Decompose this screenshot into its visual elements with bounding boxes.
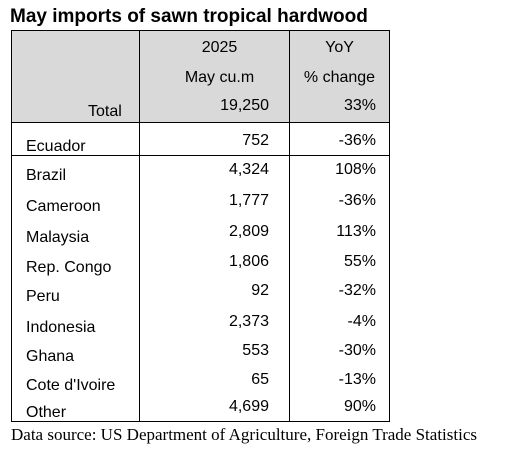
- table-header: [12, 31, 389, 123]
- row-change: 113%: [336, 223, 376, 240]
- row-volume: 1,806: [228, 253, 269, 270]
- row-country: Rep. Congo: [26, 259, 112, 276]
- row-country: Ghana: [26, 348, 75, 365]
- row-country: Other: [26, 404, 67, 421]
- row-country: Ecuador: [26, 138, 86, 155]
- total-volume: 19,250: [220, 97, 269, 114]
- row-volume: 2,373: [228, 313, 269, 330]
- row-change: -32%: [338, 282, 376, 299]
- row-change: 55%: [343, 253, 376, 270]
- row-country: Peru: [26, 288, 60, 305]
- data-source-note: Data source: US Department of Agricultur…: [11, 425, 477, 444]
- row-volume: 553: [242, 342, 269, 359]
- row-change: 108%: [335, 161, 376, 178]
- header-yoy: YoY: [325, 39, 354, 56]
- row-change: -30%: [338, 342, 376, 359]
- total-label: Total: [88, 103, 122, 120]
- row-volume: 1,777: [228, 192, 269, 209]
- header-year: 2025: [201, 39, 238, 56]
- row-volume: 65: [251, 371, 269, 388]
- row-country: Malaysia: [26, 229, 90, 246]
- column-divider-2: [289, 31, 290, 421]
- row-volume: 4,324: [228, 161, 269, 178]
- row-country: Indonesia: [26, 319, 96, 336]
- row-country: Cameroon: [26, 198, 101, 215]
- column-divider-1: [139, 31, 140, 421]
- header-unit: May cu.m: [184, 69, 255, 86]
- row-change: -36%: [338, 192, 376, 209]
- header-divider: [12, 122, 389, 123]
- total-change: 33%: [343, 97, 376, 114]
- row-change: -13%: [338, 371, 376, 388]
- row-country: Cote d'Ivoire: [26, 377, 116, 394]
- imports-table: 2025 May cu.m YoY % change Total 19,250 …: [11, 30, 390, 422]
- header-change: % change: [303, 69, 376, 86]
- total-divider: [12, 155, 389, 156]
- row-volume: 92: [251, 282, 269, 299]
- row-volume: 752: [242, 132, 269, 149]
- row-country: Brazil: [26, 167, 67, 184]
- row-volume: 2,809: [228, 223, 269, 240]
- row-change: -4%: [347, 313, 376, 330]
- row-change: -36%: [338, 132, 376, 149]
- table-title: May imports of sawn tropical hardwood: [10, 6, 368, 27]
- row-change: 90%: [343, 398, 376, 415]
- row-volume: 4,699: [228, 398, 269, 415]
